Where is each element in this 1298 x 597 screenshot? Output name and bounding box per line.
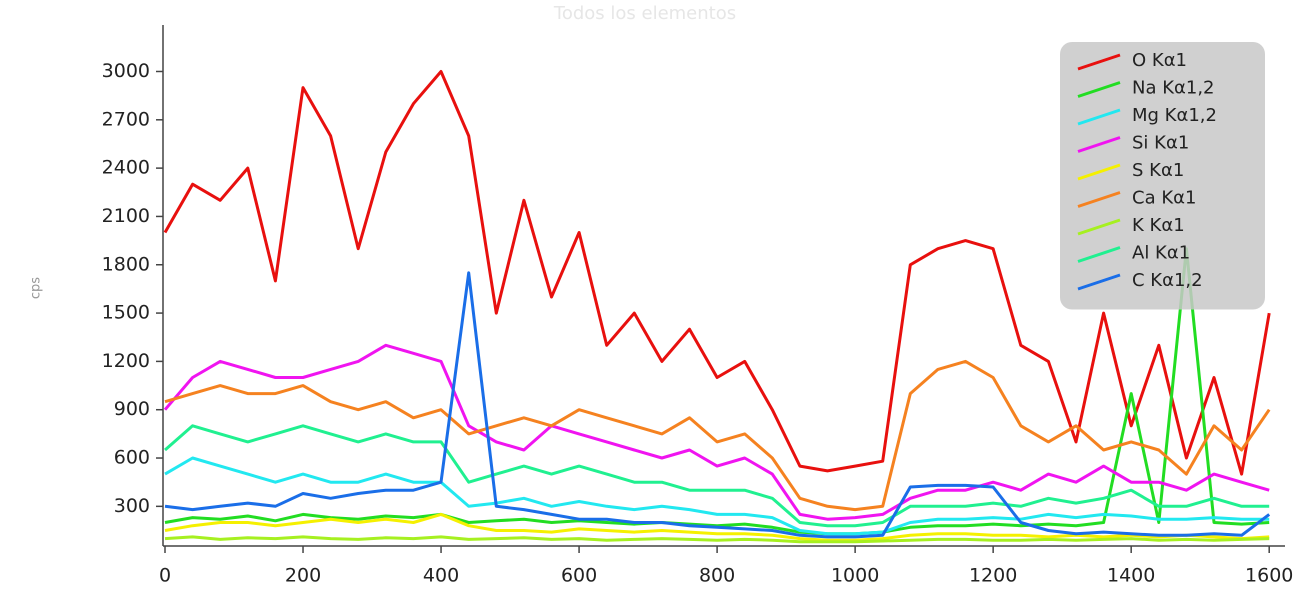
- legend-swatch: [1077, 191, 1121, 208]
- legend-label: C Kα1,2: [1132, 270, 1203, 291]
- legend-label: Ca Kα1: [1132, 188, 1196, 209]
- series-line: [164, 247, 1270, 536]
- legend-label: S Kα1: [1132, 160, 1184, 181]
- series-line: [163, 343, 1270, 521]
- legend-swatch: [1077, 53, 1121, 71]
- legend-swatch: [1077, 81, 1121, 98]
- legend-swatch: [1077, 246, 1121, 263]
- series-line: [164, 512, 1270, 542]
- legend-label: Mg Kα1,2: [1132, 105, 1217, 126]
- legend-swatch: [1077, 218, 1121, 236]
- y-tick-label: 2700: [102, 108, 150, 130]
- series-line: [164, 456, 1270, 536]
- series-line: [164, 271, 1271, 539]
- y-tick-label: 900: [114, 398, 150, 420]
- y-tick-label: 600: [114, 447, 150, 469]
- legend-swatch: [1077, 136, 1121, 153]
- series-line: [163, 70, 1271, 476]
- x-tick-label: 200: [285, 565, 321, 587]
- legend-box: [1060, 42, 1265, 310]
- x-tick-label: 600: [561, 565, 597, 587]
- legend-label: Si Kα1: [1132, 133, 1189, 154]
- legend-label: O Kα1: [1132, 50, 1187, 71]
- x-tick-label: 800: [699, 565, 735, 587]
- series-line: [164, 535, 1270, 544]
- y-axis-label: cps: [29, 277, 44, 299]
- x-tick-label: 1000: [831, 565, 879, 587]
- y-tick-label: 1200: [102, 350, 150, 372]
- y-tick-label: 3000: [102, 60, 150, 82]
- legend-swatch: [1077, 108, 1121, 126]
- y-tick-label: 2400: [102, 157, 150, 179]
- y-tick-label: 300: [114, 495, 150, 517]
- legend-label: K Kα1: [1132, 215, 1185, 236]
- y-tick-label: 1800: [102, 253, 150, 275]
- legend-label: Al Kα1: [1132, 243, 1190, 264]
- series-line: [164, 359, 1271, 512]
- legend-swatch: [1077, 163, 1121, 181]
- chart-title: Todos los elementos: [553, 3, 736, 24]
- x-tick-label: 400: [423, 565, 459, 587]
- series-line: [164, 424, 1270, 528]
- legend-swatch: [1077, 273, 1121, 291]
- y-tick-label: 2100: [102, 205, 150, 227]
- legend-label: Na Kα1,2: [1132, 78, 1215, 99]
- x-tick-label: 1600: [1245, 565, 1293, 587]
- x-tick-label: 1400: [1107, 565, 1155, 587]
- x-tick-label: 0: [159, 565, 171, 587]
- y-tick-label: 1500: [102, 302, 150, 324]
- x-tick-label: 1200: [969, 565, 1017, 587]
